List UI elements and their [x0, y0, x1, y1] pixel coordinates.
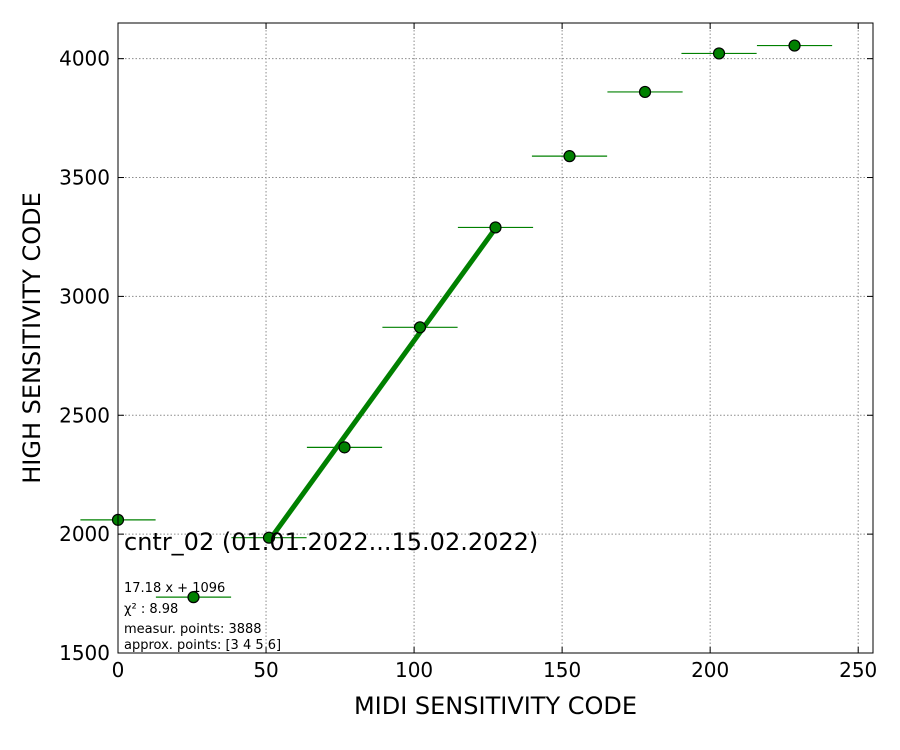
y-tick-label: 3000 — [59, 284, 110, 308]
plot-frame — [117, 22, 874, 654]
fit-line-group — [266, 228, 497, 543]
x-tick-label: 250 — [839, 658, 877, 682]
x-tick-label: 150 — [543, 658, 581, 682]
y-tick-label: 2000 — [59, 522, 110, 546]
y-tick-label: 3500 — [59, 166, 110, 190]
x-tick-label: 200 — [691, 658, 729, 682]
y-tick-label: 4000 — [59, 47, 110, 71]
ticks — [117, 23, 873, 654]
data-point — [338, 441, 351, 454]
data-point — [187, 591, 200, 604]
data-points — [111, 39, 801, 604]
tick-labels: 0 50 100 150 200 250 1500 2000 2500 3000 3500 4000 — [59, 47, 877, 682]
fit-line — [266, 228, 497, 543]
chi-square: χ² : 8.98 — [124, 602, 178, 617]
fit-equation: 17.18 x + 1096 — [124, 581, 225, 596]
y-axis-label: HIGH SENSITIVITY CODE — [18, 192, 46, 484]
data-point — [788, 39, 801, 52]
data-point — [262, 531, 276, 544]
chart-title: cntr_02 (01.01.2022...15.02.2022) — [124, 528, 538, 556]
y-tick-label: 2500 — [59, 403, 110, 427]
error-bars — [80, 44, 833, 598]
y-tick-label: 1500 — [59, 641, 110, 665]
approx-points: approx. points: [3 4 5 6] — [124, 638, 281, 653]
data-point — [413, 321, 427, 334]
data-point — [712, 47, 726, 60]
x-tick-label: 50 — [253, 658, 278, 682]
grid — [117, 23, 873, 654]
data-point — [563, 150, 576, 163]
data-point — [489, 221, 502, 234]
measurement-points: measur. points: 3888 — [124, 622, 262, 637]
x-axis-label: MIDI SENSITIVITY CODE — [354, 692, 637, 720]
x-tick-label: 100 — [395, 658, 433, 682]
x-tick-label: 0 — [112, 658, 125, 682]
data-point — [638, 85, 652, 99]
